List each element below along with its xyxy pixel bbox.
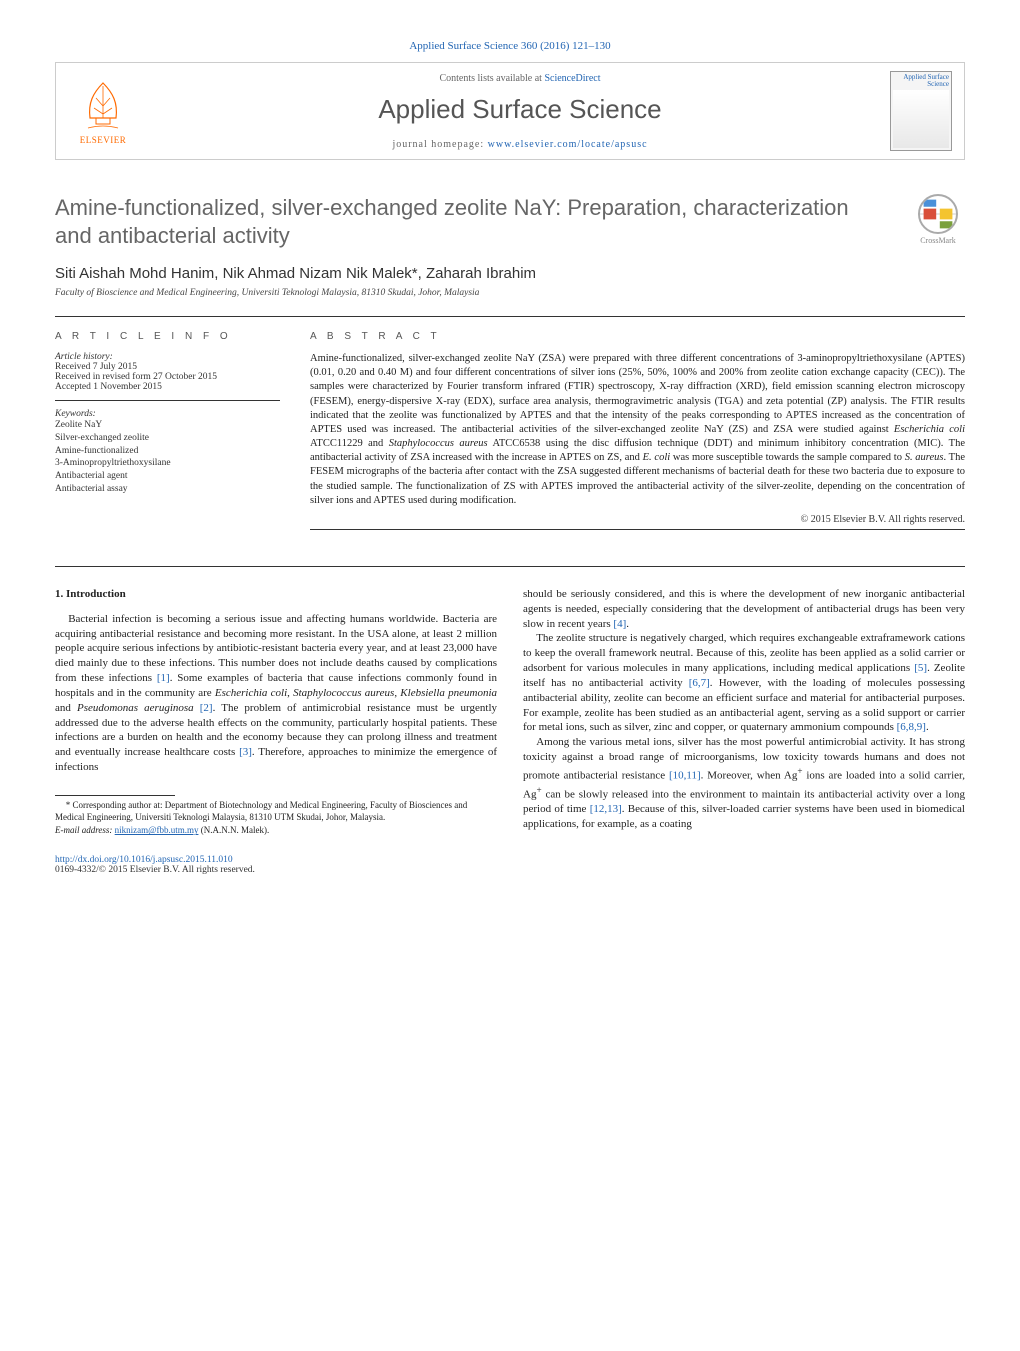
history-revised: Received in revised form 27 October 2015 [55, 372, 280, 382]
keyword: 3-Aminopropyltriethoxysilane [55, 457, 280, 470]
keywords-label: Keywords: [55, 409, 280, 419]
journal-cover-title: Applied Surface Science [893, 74, 949, 88]
sciencedirect-link[interactable]: ScienceDirect [544, 73, 600, 84]
journal-name: Applied Surface Science [150, 94, 890, 125]
crossmark-label: CrossMark [911, 236, 965, 245]
abstract-text: Amine-functionalized, silver-exchanged z… [310, 352, 965, 508]
title-row: Amine-functionalized, silver-exchanged z… [55, 194, 965, 249]
contents-line: Contents lists available at ScienceDirec… [150, 73, 890, 84]
doi-link[interactable]: http://dx.doi.org/10.1016/j.apsusc.2015.… [55, 855, 233, 865]
journal-cover-body [893, 90, 949, 148]
keyword: Silver-exchanged zeolite [55, 432, 280, 445]
title-block: Amine-functionalized, silver-exchanged z… [55, 194, 891, 249]
issn-line: 0169-4332/© 2015 Elsevier B.V. All right… [55, 865, 255, 875]
footnotes: * Corresponding author at: Department of… [55, 800, 497, 837]
affiliation: Faculty of Bioscience and Medical Engine… [55, 288, 965, 298]
section-heading-intro: 1. Introduction [55, 587, 497, 602]
keyword: Amine-functionalized [55, 445, 280, 458]
history-label: Article history: [55, 352, 280, 362]
body-para: Bacterial infection is becoming a seriou… [55, 612, 497, 775]
homepage-line: journal homepage: www.elsevier.com/locat… [150, 139, 890, 150]
homepage-link[interactable]: www.elsevier.com/locate/apsusc [488, 139, 648, 150]
history-block: Article history: Received 7 July 2015 Re… [55, 352, 280, 401]
email-footnote: E-mail address: niknizam@fbb.utm.my (N.A… [55, 825, 497, 837]
abstract-block: A B S T R A C T Amine-functionalized, si… [310, 331, 965, 530]
abstract-copyright: © 2015 Elsevier B.V. All rights reserved… [310, 514, 965, 525]
body-para: should be seriously considered, and this… [523, 587, 965, 632]
info-abstract-row: A R T I C L E I N F O Article history: R… [55, 331, 965, 530]
keywords-list: Zeolite NaY Silver-exchanged zeolite Ami… [55, 419, 280, 496]
email-link[interactable]: niknizam@fbb.utm.my [115, 825, 199, 835]
article-info: A R T I C L E I N F O Article history: R… [55, 331, 280, 530]
elsevier-tree-icon [78, 78, 128, 133]
wide-divider [55, 566, 965, 567]
abstract-heading: A B S T R A C T [310, 331, 965, 342]
article-info-heading: A R T I C L E I N F O [55, 331, 280, 342]
body-para: Among the various metal ions, silver has… [523, 735, 965, 831]
journal-cover-thumbnail: Applied Surface Science [890, 71, 952, 151]
divider [55, 316, 965, 317]
homepage-prefix: journal homepage: [392, 139, 487, 150]
header-center: Contents lists available at ScienceDirec… [150, 73, 890, 150]
page-footer: http://dx.doi.org/10.1016/j.apsusc.2015.… [55, 855, 965, 875]
history-accepted: Accepted 1 November 2015 [55, 382, 280, 392]
header-citation: Applied Surface Science 360 (2016) 121–1… [55, 40, 965, 52]
keyword: Antibacterial assay [55, 483, 280, 496]
email-suffix: (N.A.N.N. Malek). [198, 825, 269, 835]
crossmark-badge[interactable]: CrossMark [911, 194, 965, 245]
publisher-name: ELSEVIER [80, 135, 127, 145]
abstract-divider [310, 529, 965, 530]
corresponding-author-footnote: * Corresponding author at: Department of… [55, 800, 497, 823]
contents-prefix: Contents lists available at [439, 73, 544, 84]
keyword: Antibacterial agent [55, 470, 280, 483]
header-box: ELSEVIER Contents lists available at Sci… [55, 62, 965, 160]
crossmark-icon [918, 194, 958, 234]
history-received: Received 7 July 2015 [55, 362, 280, 372]
keyword: Zeolite NaY [55, 419, 280, 432]
footnote-divider [55, 795, 175, 796]
body-columns: 1. Introduction Bacterial infection is b… [55, 587, 965, 837]
article-title: Amine-functionalized, silver-exchanged z… [55, 194, 891, 249]
authors: Siti Aishah Mohd Hanim, Nik Ahmad Nizam … [55, 265, 965, 282]
body-para: The zeolite structure is negatively char… [523, 631, 965, 735]
publisher-logo: ELSEVIER [68, 71, 138, 151]
email-label: E-mail address: [55, 825, 115, 835]
